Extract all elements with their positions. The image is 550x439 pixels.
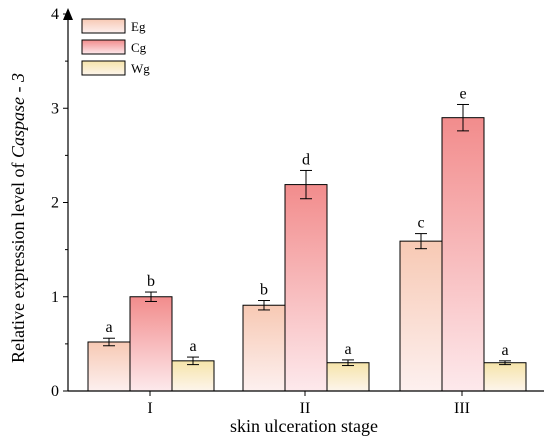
bars-layer: a b a b d a c e a [87, 85, 527, 392]
y-tick-label: 4 [51, 6, 59, 23]
error-bar-cg-iii [457, 103, 469, 132]
significance-label-eg-i: a [105, 319, 112, 336]
x-axis-title: skin ulceration stage [230, 416, 378, 436]
bar-eg-ii [242, 304, 286, 392]
error-bar-wg-iii [499, 360, 511, 366]
y-tick-label: 3 [51, 100, 59, 117]
error-bar-wg-ii [342, 359, 354, 367]
legend-swatch-wg [81, 60, 126, 76]
bar-cg-iii [441, 117, 485, 392]
significance-label-eg-ii: b [260, 282, 268, 299]
error-bar-cg-i [145, 291, 157, 302]
x-tick-label-i: I [147, 400, 152, 417]
legend-swatch-cg [81, 39, 126, 55]
legend-label-cg: Cg [131, 40, 147, 55]
bar-wg-ii [326, 362, 370, 392]
bar-wg-i [171, 360, 215, 392]
error-bar-cg-ii [300, 169, 312, 200]
bar-eg-iii [399, 240, 443, 392]
significance-label-cg-i: b [147, 273, 155, 290]
significance-label-wg-i: a [189, 338, 196, 355]
error-bar-eg-i [103, 337, 115, 347]
significance-label-wg-ii: a [344, 341, 351, 358]
error-bar-wg-i [187, 356, 199, 366]
x-tick-label-iii: III [454, 400, 470, 417]
legend-label-eg: Eg [131, 19, 146, 34]
legend-label-wg: Wg [131, 61, 150, 76]
y-axis-title-italic: Caspase - 3 [8, 73, 28, 158]
legend: Eg Cg Wg [81, 18, 150, 76]
error-bar-eg-iii [415, 233, 427, 250]
significance-label-wg-iii: a [501, 342, 508, 359]
bar-eg-i [87, 341, 131, 392]
significance-label-eg-iii: c [417, 215, 424, 232]
x-tick-label-ii: II [300, 400, 311, 417]
legend-swatch-eg [81, 18, 126, 34]
bar-cg-ii [284, 184, 328, 392]
significance-label-cg-ii: d [302, 151, 310, 168]
significance-label-cg-iii: e [459, 85, 466, 102]
error-bar-eg-ii [258, 300, 270, 311]
y-tick-label: 1 [51, 289, 59, 306]
y-tick-label: 2 [51, 195, 59, 212]
y-axis-title-prefix: Relative expression level of [8, 158, 28, 363]
bar-wg-iii [483, 362, 527, 392]
y-tick-label: 0 [51, 383, 59, 400]
bar-cg-i [129, 296, 173, 392]
y-axis-title: Relative expression level of Caspase - 3 [8, 73, 28, 363]
